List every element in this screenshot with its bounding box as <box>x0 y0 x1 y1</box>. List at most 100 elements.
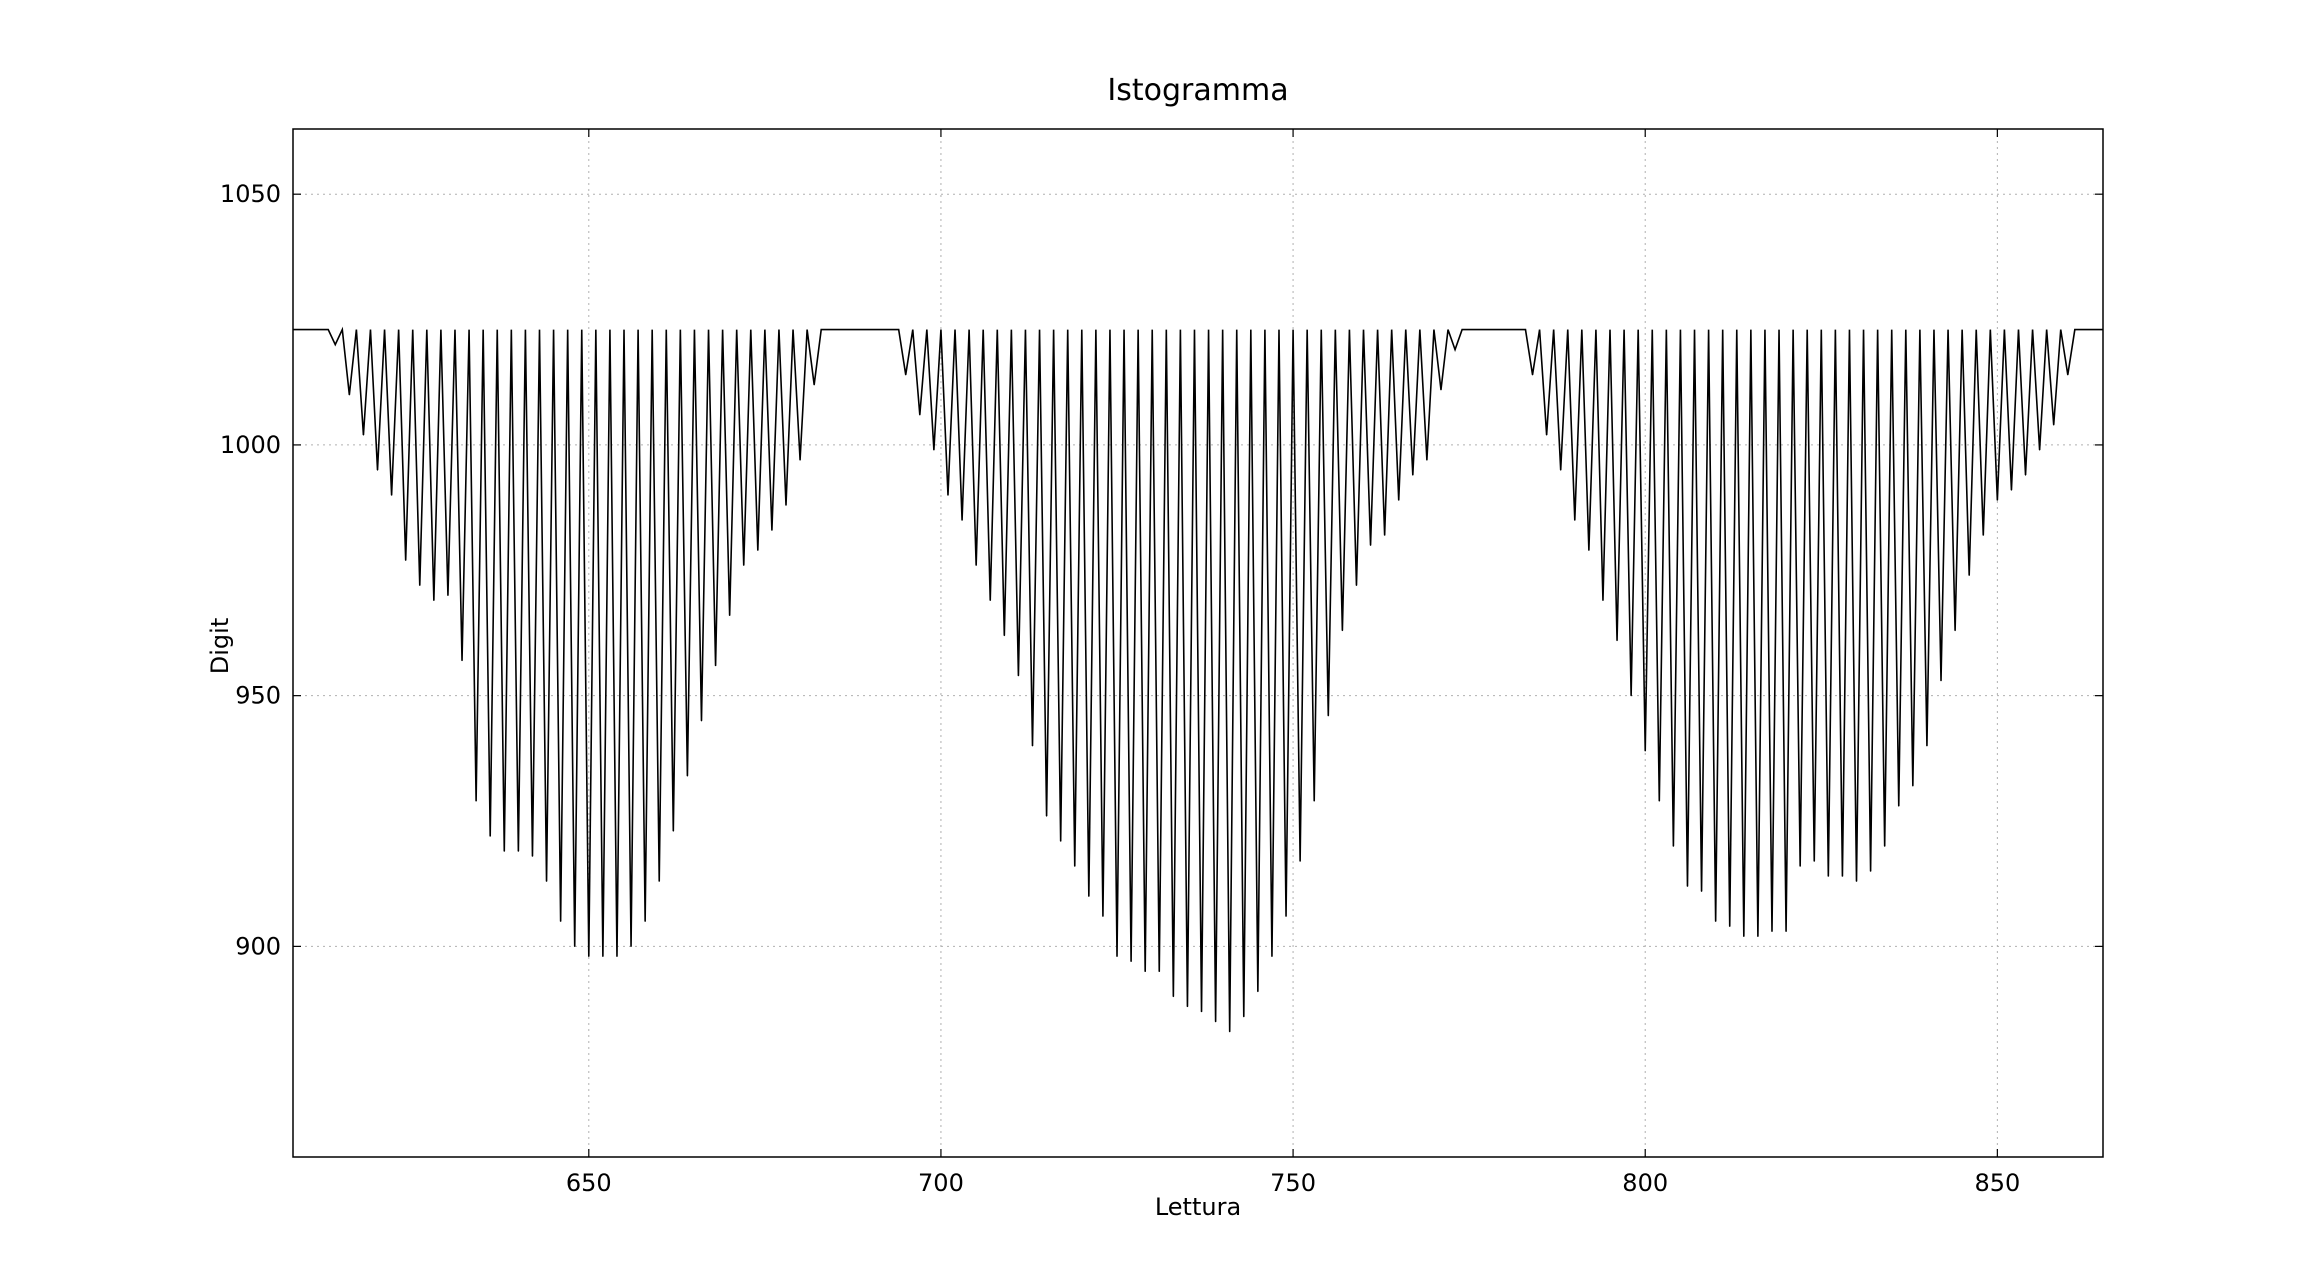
data-point <box>1384 534 1386 536</box>
data-point <box>1898 805 1900 807</box>
data-point <box>919 414 921 416</box>
data-point <box>489 835 491 837</box>
data-point <box>1531 374 1534 376</box>
data-point <box>1968 574 1970 576</box>
data-point <box>905 374 907 376</box>
series-line <box>293 326 2103 1032</box>
data-point <box>1045 815 1048 817</box>
axis-ticks: 650 700 750 800 850 900 950 1000 1050 <box>220 129 2103 1197</box>
data-point <box>729 614 731 617</box>
data-point <box>1243 1015 1245 1018</box>
data-point <box>334 344 336 346</box>
data-point <box>1271 955 1273 958</box>
data-point <box>1341 629 1343 632</box>
data-point <box>574 945 576 947</box>
data-point <box>1144 970 1146 973</box>
data-point <box>1813 860 1815 862</box>
data-point <box>1644 750 1646 752</box>
data-point <box>1172 995 1174 998</box>
data-point <box>1757 935 1759 937</box>
data-point <box>1630 695 1632 697</box>
data-point <box>1729 925 1731 927</box>
data-point <box>560 920 562 922</box>
data-point <box>588 955 590 958</box>
data-point <box>2010 489 2013 491</box>
data-point <box>1398 499 1400 501</box>
data-point <box>1841 875 1844 877</box>
data-point <box>1426 459 1428 461</box>
data-point <box>1257 990 1259 993</box>
data-point <box>1574 519 1576 521</box>
data-point <box>1060 840 1062 842</box>
data-point <box>376 469 379 471</box>
x-tick-label: 800 <box>1622 1169 1668 1197</box>
data-point <box>1616 639 1618 642</box>
data-point <box>1116 955 1118 958</box>
data-point <box>1074 865 1076 867</box>
data-point <box>531 855 534 857</box>
x-tick-label: 750 <box>1270 1169 1316 1197</box>
data-point <box>1313 800 1315 802</box>
y-tick-label: 1050 <box>220 180 281 208</box>
data-point <box>1686 885 1689 887</box>
data-point <box>1003 634 1005 637</box>
data-point <box>1602 599 1604 601</box>
data-point <box>1588 549 1590 551</box>
data-point <box>1996 499 1998 501</box>
data-point <box>1327 715 1329 717</box>
data-point <box>2053 424 2055 426</box>
data-point <box>686 775 688 777</box>
data-point <box>1982 534 1984 536</box>
data-point <box>2039 449 2041 451</box>
data-point <box>1546 434 1548 436</box>
data-point <box>1715 920 1717 922</box>
data-point <box>390 494 393 496</box>
data-point <box>933 449 935 451</box>
data-point <box>545 880 548 882</box>
data-point <box>1229 1031 1231 1033</box>
data-point <box>1700 890 1703 892</box>
data-point <box>799 459 801 461</box>
x-axis-label: Lettura <box>1155 1193 1241 1221</box>
data-point <box>2024 474 2027 476</box>
data-point <box>1299 860 1301 862</box>
data-point <box>771 529 773 531</box>
data-point <box>1130 960 1132 963</box>
chart-title: Istogramma <box>1107 73 1288 108</box>
y-axis-label: Digit <box>206 618 234 674</box>
data-point <box>1743 935 1745 937</box>
data-point <box>1785 930 1787 932</box>
data-point <box>447 594 449 596</box>
data-point <box>1940 680 1942 682</box>
data-point <box>362 434 365 436</box>
data-point <box>1884 845 1886 847</box>
data-point <box>1186 1005 1189 1008</box>
data-point <box>813 384 815 386</box>
data-point <box>616 955 618 958</box>
data-point <box>1954 629 1956 632</box>
y-tick-label: 1000 <box>220 431 281 459</box>
data-point <box>503 850 505 852</box>
x-tick-label: 650 <box>566 1169 612 1197</box>
y-tick-label: 900 <box>235 932 281 960</box>
data-point <box>700 720 703 722</box>
data-point <box>1369 544 1372 546</box>
data-point <box>1440 389 1442 391</box>
data-point <box>1412 474 1414 476</box>
data-point <box>1926 745 1928 747</box>
data-point <box>975 564 977 566</box>
data-point <box>405 559 407 561</box>
data-point <box>1215 1021 1217 1023</box>
axes-frame <box>292 128 2104 1158</box>
data-point <box>419 584 421 586</box>
data-point <box>961 519 963 521</box>
data-point <box>1102 915 1104 917</box>
data-point <box>989 599 991 601</box>
data-point <box>1799 865 1801 867</box>
data-point <box>1827 875 1829 877</box>
data-point <box>1031 745 1034 747</box>
data-point <box>1855 880 1858 882</box>
data-point <box>672 830 674 832</box>
data-point <box>461 659 463 662</box>
